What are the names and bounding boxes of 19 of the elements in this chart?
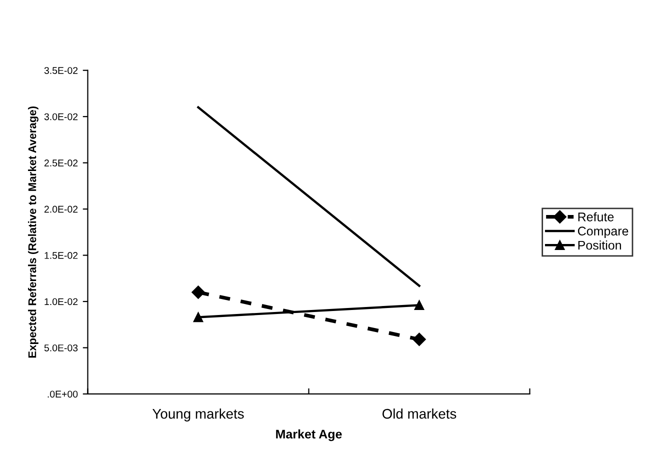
y-tick-label: 5.0E-03 [44,344,78,352]
x-tick-label: Young markets [152,408,244,422]
y-tick-label: 1.0E-02 [44,298,78,306]
x-axis-title: Market Age [276,429,342,442]
y-tick-label: 2.5E-02 [44,160,78,166]
y-tick-label: 1.5E-02 [44,252,78,259]
legend-label: Compare [578,226,628,238]
legend-label: Refute [578,212,614,222]
y-tick-label: 2.0E-02 [44,206,78,213]
legend-label: Position [578,240,621,250]
y-tick-label: 3.5E-02 [44,67,78,74]
y-tick-label: .0E+00 [48,390,78,398]
x-tick-label: Old markets [382,408,456,419]
y-axis-title: Expected Referrals (Relative to Market Average) [28,106,38,358]
point [414,300,424,310]
point [192,286,205,299]
point [412,332,426,346]
y-tick-label: 3.0E-02 [44,113,78,120]
point [193,312,204,322]
